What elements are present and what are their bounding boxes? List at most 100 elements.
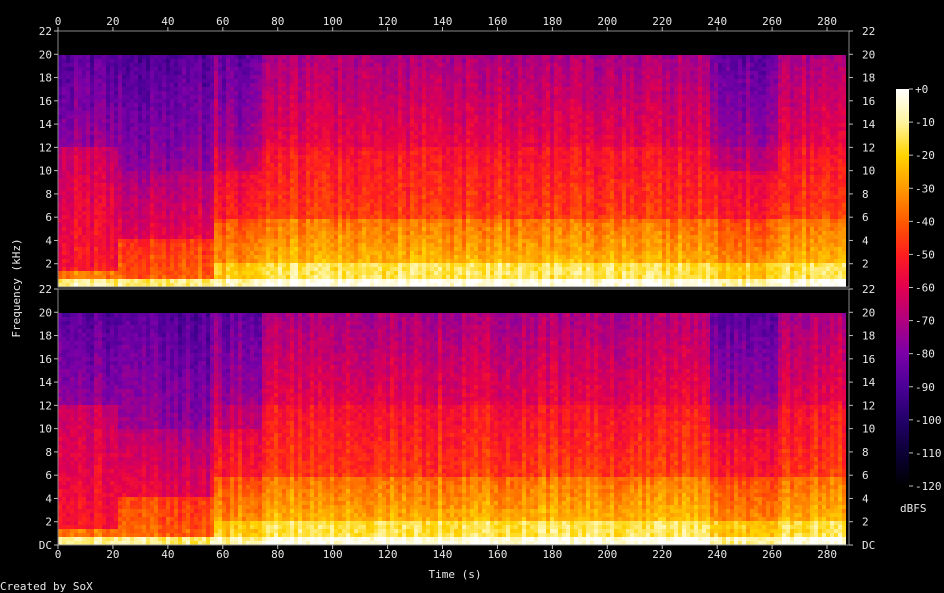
x-tick-label: 40 <box>161 548 174 561</box>
colorbar-label: dBFS <box>900 502 927 515</box>
colorbar-tick-label: +0 <box>915 83 928 96</box>
y-tick-label: 2 <box>45 258 52 271</box>
y-tick-label: 22 <box>39 25 52 38</box>
colorbar-tick-label: -120 <box>915 480 942 493</box>
x-tick-label: 280 <box>817 548 837 561</box>
y-tick-label: 10 <box>862 423 875 436</box>
channel-1-panel <box>57 30 850 288</box>
y-tick-label: 20 <box>862 48 875 61</box>
colorbar-tick-label: -40 <box>915 215 935 228</box>
x-tick-label: 120 <box>378 548 398 561</box>
y-tick-label: 12 <box>862 141 875 154</box>
x-tick-label: 20 <box>106 548 119 561</box>
channel-1-spectrum <box>58 55 846 287</box>
y-tick-label: 20 <box>39 306 52 319</box>
x-tick-label: 40 <box>161 15 174 28</box>
colorbar-tick-label: -30 <box>915 182 935 195</box>
y-tick-label: 22 <box>862 283 875 296</box>
y-tick-label: 16 <box>39 353 52 366</box>
colorbar: +0 -10 -20 -30 -40 -50 -60 -70 -80 -90 -100 -110 -12… <box>896 83 942 515</box>
channel-2-panel <box>57 288 850 546</box>
y-tick-label: 2 <box>862 516 869 529</box>
x-tick-label: 60 <box>216 548 229 561</box>
y-tick-label: 18 <box>39 330 52 343</box>
x-tick-label: 0 <box>55 548 62 561</box>
x-tick-label: 260 <box>762 15 782 28</box>
x-tick-label: 180 <box>542 548 562 561</box>
y-tick-label: 18 <box>862 72 875 85</box>
y-tick-label: 14 <box>39 376 53 389</box>
x-tick-label: 100 <box>323 548 343 561</box>
y-tick-label: 20 <box>39 48 52 61</box>
x-tick-label: 80 <box>271 548 284 561</box>
y-tick-label: 18 <box>39 72 52 85</box>
channel-1-frame <box>57 30 850 288</box>
y-tick-label: 2 <box>862 258 869 271</box>
x-tick-label: 80 <box>271 15 284 28</box>
x-tick-label: 200 <box>597 548 617 561</box>
colorbar-tick-label: -80 <box>915 348 935 361</box>
y-tick-label: 8 <box>862 188 869 201</box>
x-tick-label: 220 <box>652 548 672 561</box>
x-tick-label: 140 <box>433 15 453 28</box>
x-axis-top: 0 20 40 60 80 100 120 140 160 180 200 220 240 260 280 <box>55 15 837 31</box>
y-tick-label: 6 <box>862 469 869 482</box>
x-tick-label: 140 <box>433 548 453 561</box>
y-tick-label: 12 <box>862 399 875 412</box>
y-tick-label: 22 <box>862 25 875 38</box>
y-tick-label: 4 <box>45 492 52 505</box>
channel-2-spectrum <box>58 313 846 545</box>
y-tick-label: 18 <box>862 330 875 343</box>
colorbar-tick-label: -110 <box>915 447 942 460</box>
y-tick-label: 10 <box>862 165 875 178</box>
colorbar-tick-label: -10 <box>915 116 935 129</box>
y-tick-label: 12 <box>39 141 52 154</box>
x-axis-label: Time (s) <box>429 568 482 581</box>
x-tick-label: 240 <box>707 15 727 28</box>
colorbar-tick-label: -60 <box>915 282 935 295</box>
colorbar-tick-label: -50 <box>915 248 935 261</box>
x-tick-label: 20 <box>106 15 119 28</box>
colorbar-ticks: +0 -10 -20 -30 -40 -50 -60 -70 -80 -90 -100 -110 -12… <box>909 83 942 493</box>
y-tick-label: 16 <box>39 95 52 108</box>
colorbar-tick-label: -90 <box>915 381 935 394</box>
y-tick-label: 8 <box>45 446 52 459</box>
colorbar-tick-label: -100 <box>915 414 942 427</box>
y-tick-label: 16 <box>862 353 875 366</box>
x-tick-label: 60 <box>216 15 229 28</box>
x-tick-label: 240 <box>707 548 727 561</box>
y-tick-label: 20 <box>862 306 875 319</box>
colorbar-tick-label: -20 <box>915 149 935 162</box>
y-tick-label: 6 <box>862 211 869 224</box>
x-axis-bottom: 0 20 40 60 80 100 120 140 160 180 200 220 240 260 280 <box>55 545 837 561</box>
x-tick-label: 120 <box>378 15 398 28</box>
y-tick-label: 12 <box>39 399 52 412</box>
credit-text: Created by SoX <box>0 580 93 593</box>
x-tick-label: 180 <box>542 15 562 28</box>
colorbar-gradient <box>896 89 909 486</box>
y-tick-label: 4 <box>45 234 52 247</box>
y-tick-label: 10 <box>39 165 52 178</box>
y-tick-label: 10 <box>39 423 52 436</box>
x-tick-label: 200 <box>597 15 617 28</box>
y-tick-label: 2 <box>45 516 52 529</box>
y-tick-label: 8 <box>862 446 869 459</box>
y-tick-label: 14 <box>862 376 876 389</box>
y-tick-label: DC <box>39 539 52 552</box>
y-tick-label: 4 <box>862 234 869 247</box>
y-tick-label: 8 <box>45 188 52 201</box>
y-tick-label: 6 <box>45 211 52 224</box>
x-tick-label: 260 <box>762 548 782 561</box>
y-tick-label: 14 <box>39 118 53 131</box>
x-tick-label: 220 <box>652 15 672 28</box>
colorbar-tick-label: -70 <box>915 315 935 328</box>
x-tick-label: 160 <box>488 15 508 28</box>
y-tick-label: 22 <box>39 283 52 296</box>
x-tick-label: 160 <box>488 548 508 561</box>
y-tick-label: DC <box>862 539 875 552</box>
y-axis-label: Frequency (kHz) <box>10 238 23 337</box>
y-tick-label: 14 <box>862 118 876 131</box>
x-tick-label: 280 <box>817 15 837 28</box>
